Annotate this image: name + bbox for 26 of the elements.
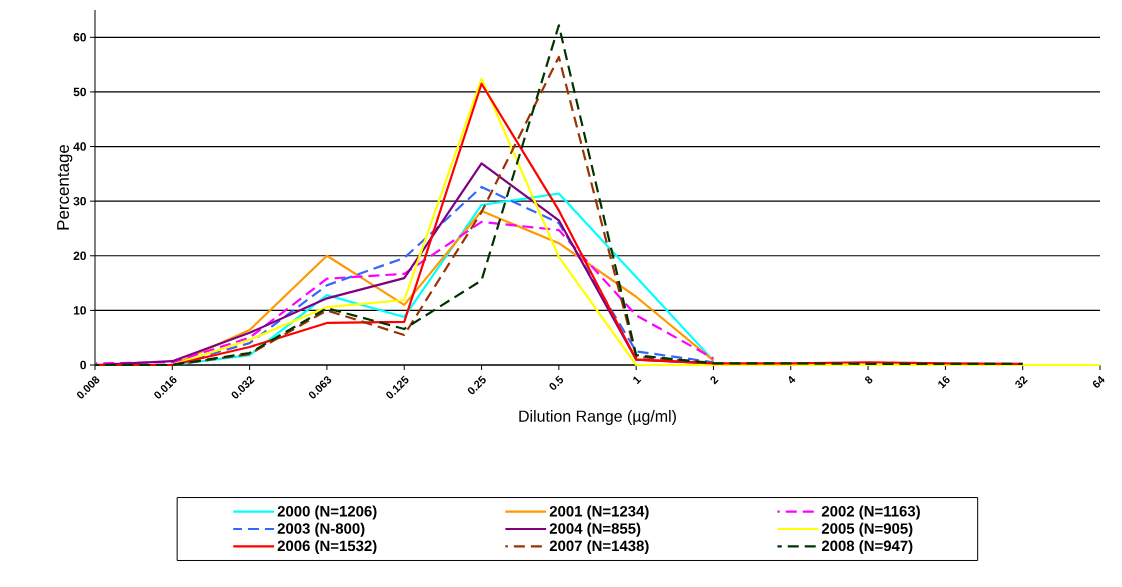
x-tick-label: 4 (788, 375, 796, 384)
x-tick-label: 8 (864, 376, 873, 384)
y-tick-label: 50 (73, 87, 86, 97)
y-tick-label: 0 (80, 360, 86, 370)
y-tick-label: 10 (73, 306, 86, 315)
x-tick-label: 16 (938, 376, 950, 389)
legend-label: 2003 (N-800) (277, 522, 365, 537)
y-tick-label: 20 (73, 251, 86, 260)
x-tick-label: 64 (1092, 375, 1105, 388)
y-axis-title: Percentage (57, 144, 73, 230)
legend-label: 2005 (N=905) (821, 522, 913, 537)
x-axis-title: Dilution Range (µg/ml) (519, 410, 676, 425)
legend-label: 2006 (N=1532) (277, 540, 377, 555)
legend-label: 2007 (N=1438) (549, 540, 649, 555)
legend-label: 2008 (N=947) (821, 540, 913, 555)
legend-label: 2002 (N=1163) (821, 505, 920, 520)
x-tick-label: 0.5 (549, 375, 564, 390)
y-tick-label: 40 (73, 142, 86, 151)
y-tick-label: 30 (73, 196, 86, 206)
legend-label: 2004 (N=855) (549, 522, 641, 537)
legend-label: 2000 (N=1206) (277, 505, 377, 520)
x-tick-label: 32 (1015, 376, 1028, 388)
legend-label: 2001 (N=1234) (549, 505, 649, 520)
x-tick-label: 1 (633, 376, 642, 385)
y-tick-label: 60 (73, 33, 86, 42)
x-tick-label: 2 (710, 376, 719, 385)
